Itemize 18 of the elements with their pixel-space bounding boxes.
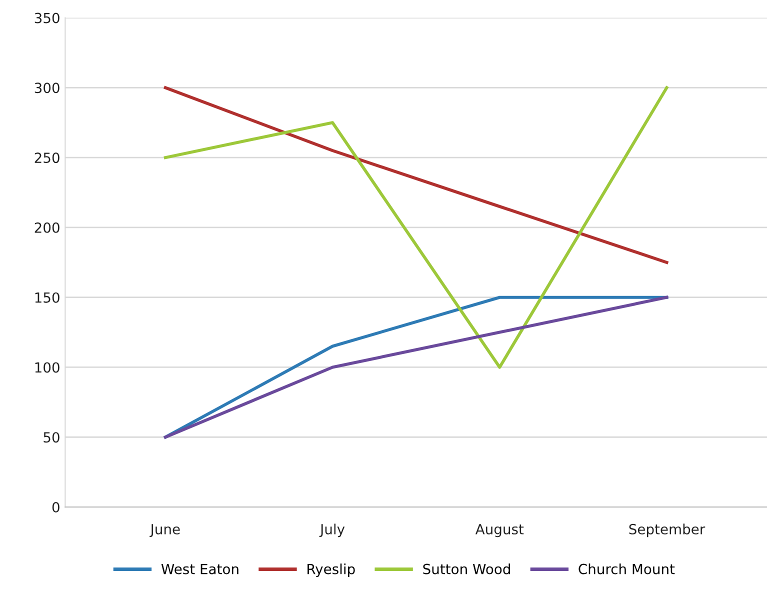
x-tick-label: June xyxy=(150,524,180,538)
legend-label: Ryeslip xyxy=(308,564,355,577)
legend-label: Church Mount xyxy=(578,564,675,574)
y-tick-label: 0 xyxy=(52,502,60,512)
legend-label: West Eaton xyxy=(161,564,238,574)
x-tick-label: August xyxy=(475,524,524,538)
y-tick-label: 50 xyxy=(44,432,60,443)
y-tick-label: 250 xyxy=(34,152,60,164)
line-series xyxy=(164,86,668,369)
y-tick-label: 350 xyxy=(34,12,60,24)
legend-label: Sutton Wood xyxy=(423,564,510,574)
x-tick-label: July xyxy=(319,524,345,538)
y-tick-label: 100 xyxy=(35,362,60,373)
line-series xyxy=(164,86,668,264)
x-tick-label: September xyxy=(629,524,706,538)
y-tick-label: 200 xyxy=(34,222,60,233)
y-tick-label: 300 xyxy=(34,82,60,94)
y-tick-label: 150 xyxy=(35,292,60,303)
